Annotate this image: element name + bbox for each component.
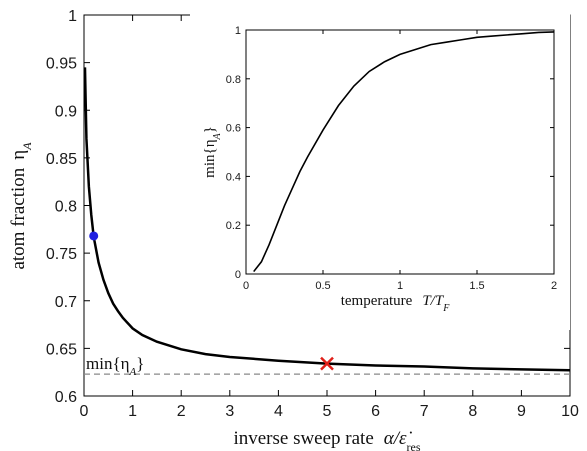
main-y-tick-label: 0.7 <box>55 294 77 311</box>
main-y-tick-label: 0.9 <box>55 103 77 120</box>
inset-y-tick-label: 0.4 <box>226 171 241 183</box>
inset-y-axis-label: min{ηA} <box>202 126 223 178</box>
inset-y-tick-label: 0 <box>235 269 241 281</box>
main-y-tick-label: 0.6 <box>55 389 77 406</box>
main-x-tick-label: 10 <box>561 403 579 420</box>
main-x-tick-label: 6 <box>371 403 380 420</box>
main-x-tick-label: 1 <box>128 403 137 420</box>
main-y-tick-label: 0.8 <box>55 199 77 216</box>
inset-x-axis-label: temperature T/TF <box>341 293 450 314</box>
main-x-tick-label: 5 <box>323 403 332 420</box>
inset-x-tick-label: 1.5 <box>469 280 484 292</box>
main-x-tick-label: 2 <box>177 403 186 420</box>
inset-y-tick-label: 1 <box>235 25 241 37</box>
inset-x-tick-label: 2 <box>551 280 557 292</box>
inset-y-ticks: 0 0.2 0.4 0.6 0.8 1 <box>226 25 554 281</box>
inset-y-tick-label: 0.8 <box>226 74 241 86</box>
main-x-tick-label: 7 <box>420 403 429 420</box>
inset-series-line <box>253 31 555 273</box>
main-y-tick-label: 0.65 <box>46 341 77 358</box>
main-x-tick-label: 4 <box>274 403 283 420</box>
inset-x-tick-label: 1 <box>397 280 403 292</box>
inset-plot-background <box>190 8 570 330</box>
inset-x-tick-label: 0.5 <box>315 280 330 292</box>
main-x-tick-label: 3 <box>225 403 234 420</box>
inset-x-ticks: 0 0.5 1 1.5 2 <box>243 30 557 292</box>
main-x-tick-label: 8 <box>468 403 477 420</box>
inset-x-tick-label: 0 <box>243 280 249 292</box>
main-y-axis-label: atom fractionηA <box>8 142 34 270</box>
main-x-tick-label: 9 <box>517 403 526 420</box>
min-reference-label: min{ηA} <box>86 354 144 378</box>
inset-y-tick-label: 0.2 <box>226 220 241 232</box>
main-y-tick-label: 0.95 <box>46 56 77 73</box>
main-x-tick-label: 0 <box>80 403 89 420</box>
main-y-tick-label: 0.75 <box>46 246 77 263</box>
main-y-tick-label: 1 <box>68 8 77 25</box>
main-y-ticks: 0.6 0.65 0.7 0.75 0.8 0.85 0.9 0.95 1 <box>46 8 570 406</box>
inset-y-tick-label: 0.6 <box>226 123 241 135</box>
red-cross-marker <box>320 356 334 371</box>
main-x-axis-label: inverse sweep rate α/ε̇res <box>233 428 420 451</box>
blue-dot-marker <box>89 231 99 241</box>
main-y-tick-label: 0.85 <box>46 151 77 168</box>
